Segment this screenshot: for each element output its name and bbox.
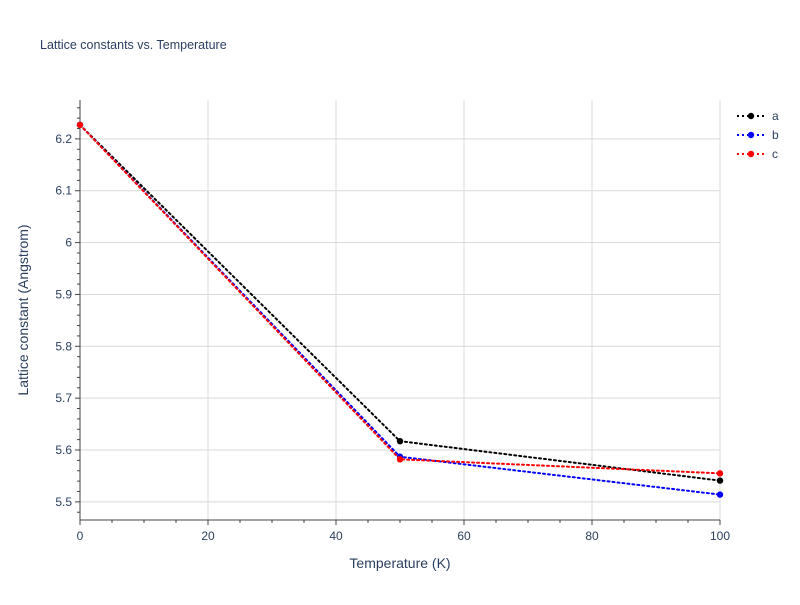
legend-swatch-icon — [737, 131, 765, 138]
x-tick-label: 80 — [585, 529, 599, 543]
legend-swatch-icon — [737, 112, 765, 119]
series-line-c — [79, 123, 721, 475]
legend-item-c[interactable]: c — [736, 144, 779, 163]
data-point-b[interactable] — [716, 491, 724, 498]
legend-swatch-icon — [737, 150, 765, 157]
y-tick-label: 6.1 — [55, 184, 72, 198]
data-point-a[interactable] — [396, 437, 404, 445]
legend-item-b[interactable]: b — [736, 125, 779, 144]
series-line-a — [79, 123, 721, 482]
data-point-c[interactable] — [76, 121, 84, 129]
x-tick-label: 40 — [329, 529, 343, 543]
data-point-c[interactable] — [396, 456, 404, 463]
x-tick-label: 20 — [201, 529, 215, 543]
chart-title: Lattice constants vs. Temperature — [40, 38, 227, 52]
y-tick-label: 6 — [65, 236, 72, 250]
x-axis-title: Temperature (K) — [349, 555, 450, 571]
x-tick-label: 0 — [77, 529, 84, 543]
x-tick-label: 60 — [457, 529, 471, 543]
legend-label: a — [772, 108, 779, 123]
y-tick-label: 5.8 — [55, 339, 72, 353]
legend-label: c — [772, 146, 778, 161]
legend-item-a[interactable]: a — [736, 106, 779, 125]
y-axis-title: Lattice constant (Angstrom) — [15, 224, 31, 395]
data-point-a[interactable] — [716, 477, 724, 484]
y-tick-label: 5.6 — [55, 443, 72, 457]
data-point-c[interactable] — [716, 470, 724, 477]
y-tick-label: 5.7 — [55, 391, 72, 405]
y-tick-label: 5.9 — [55, 287, 72, 301]
x-tick-label: 100 — [710, 529, 730, 543]
legend-label: b — [772, 127, 779, 142]
y-tick-label: 5.5 — [55, 495, 72, 509]
y-tick-label: 6.2 — [55, 132, 72, 146]
